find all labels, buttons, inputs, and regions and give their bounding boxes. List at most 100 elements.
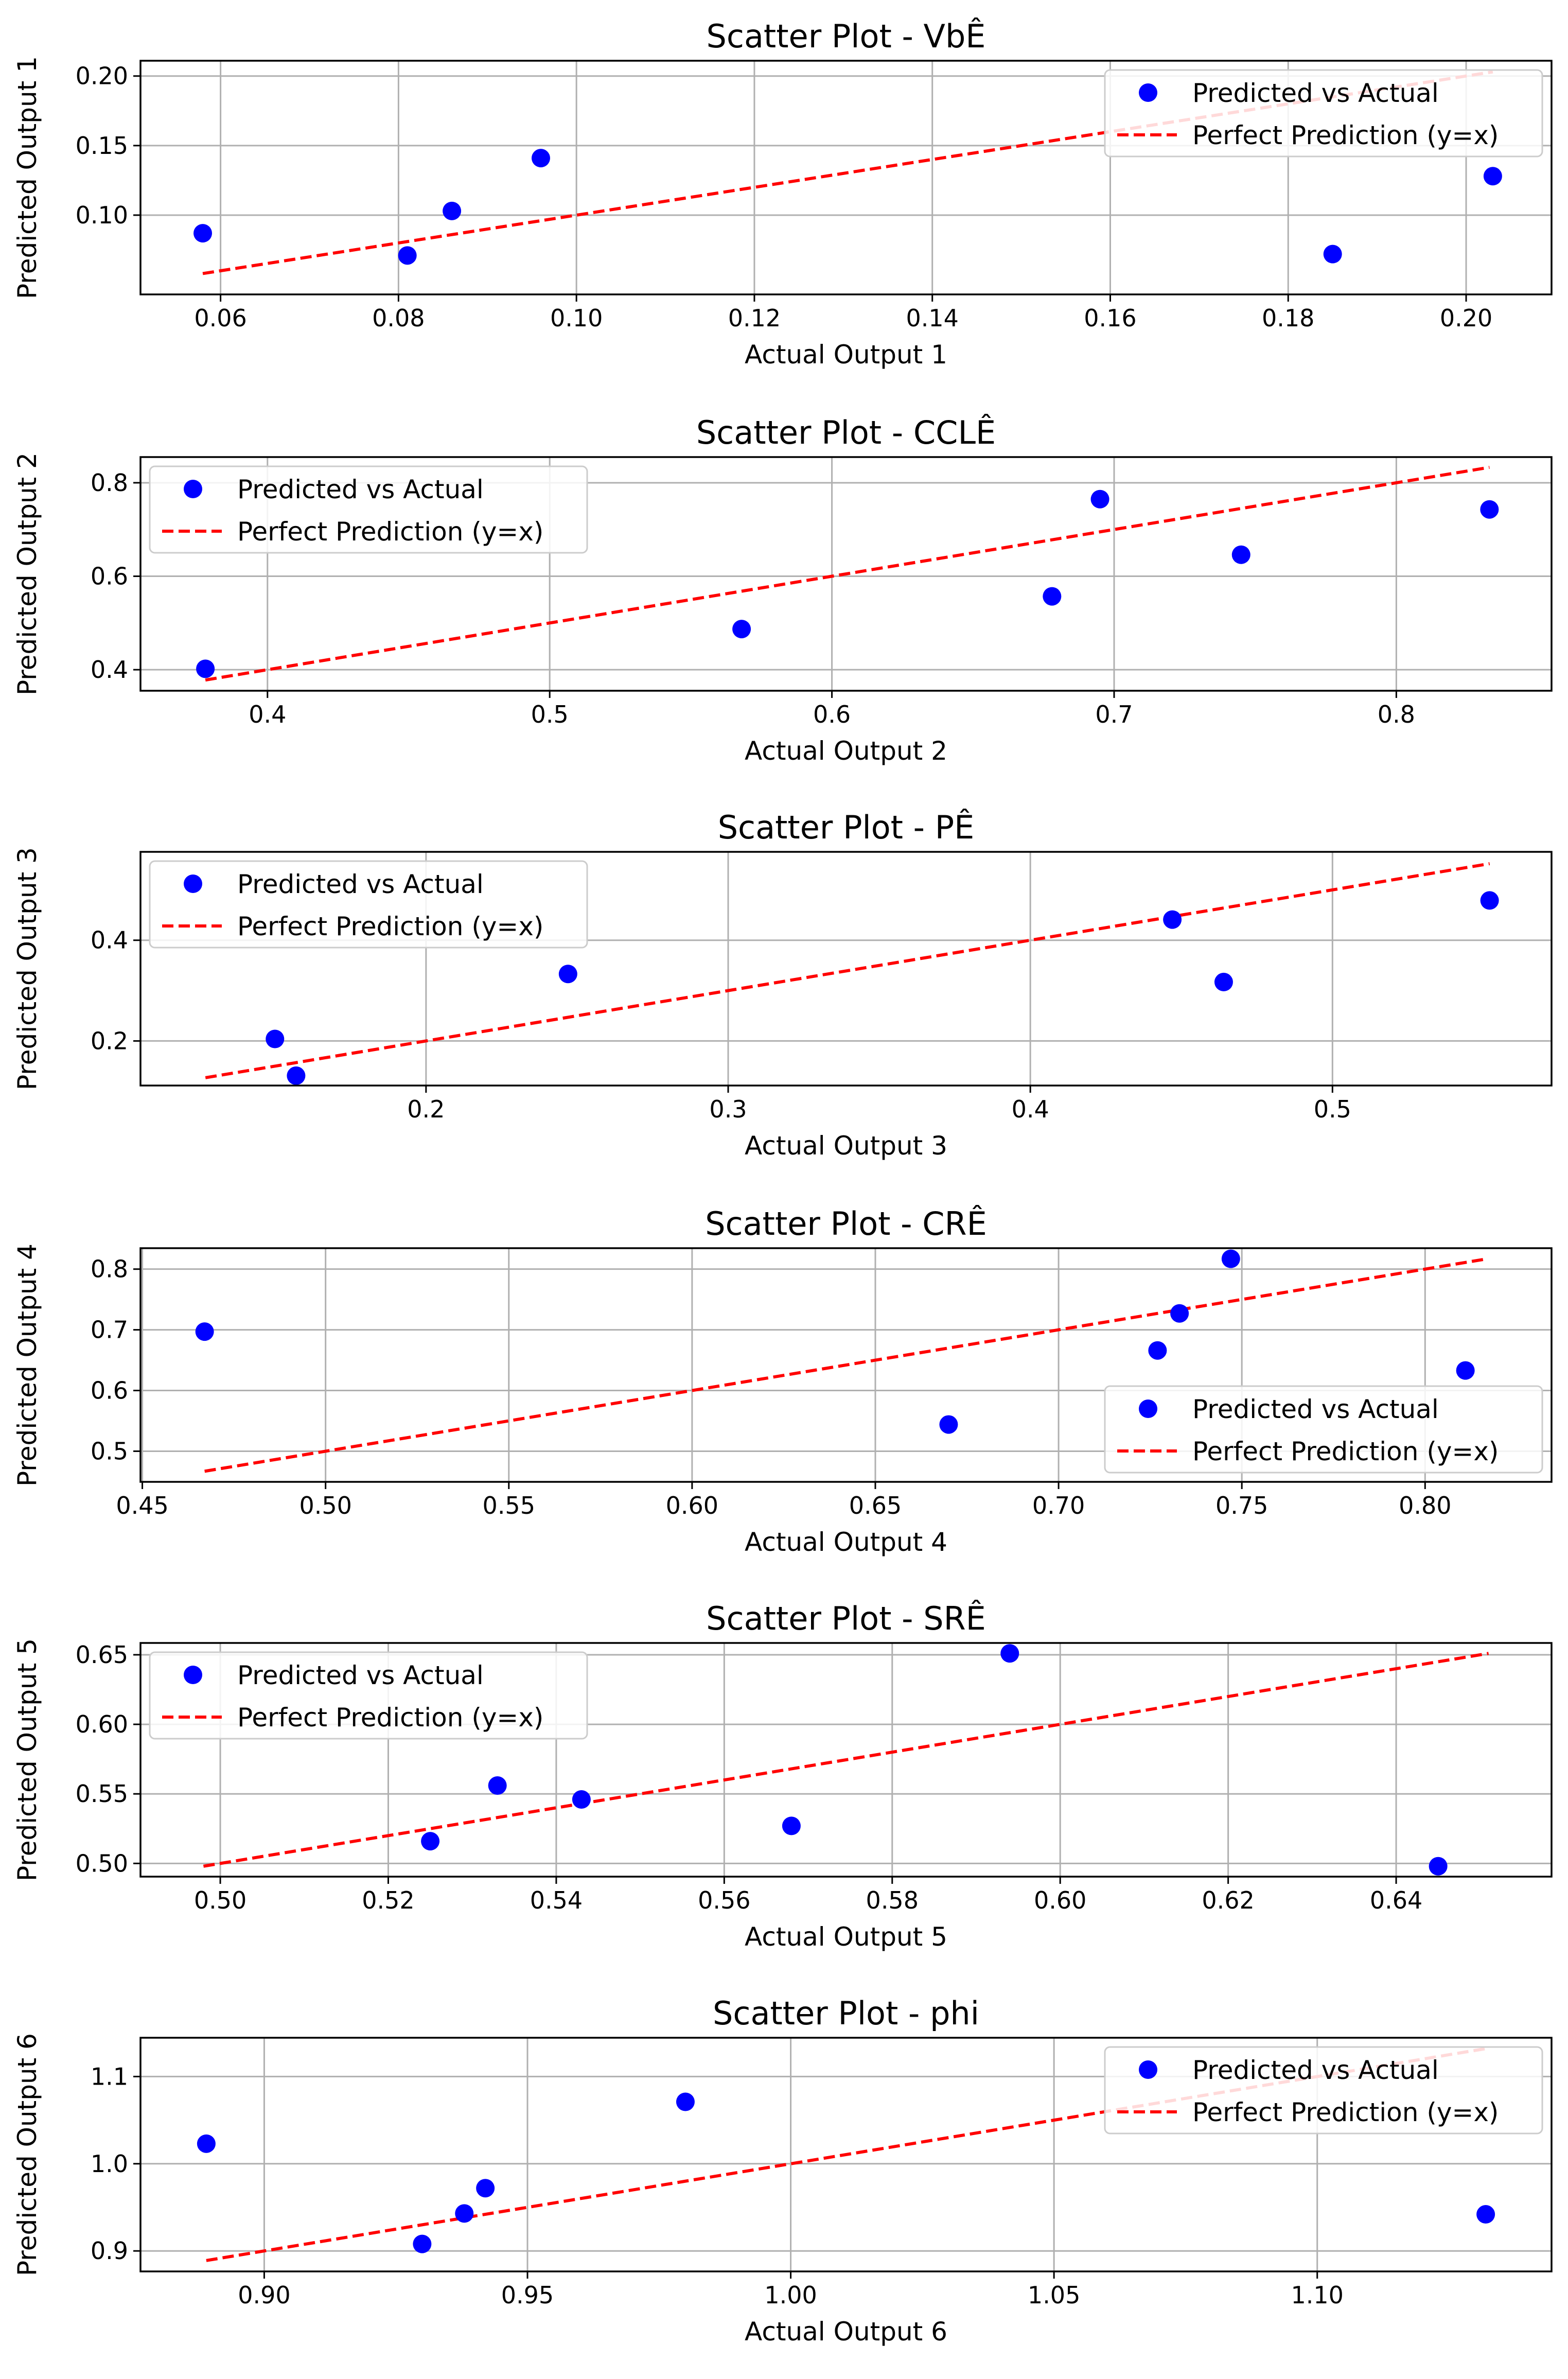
x-tick-label: 1.05 bbox=[1028, 2281, 1080, 2309]
x-tick-label: 0.45 bbox=[116, 1492, 168, 1519]
legend-label: Perfect Prediction (y=x) bbox=[237, 517, 543, 547]
y-tick-label: 0.4 bbox=[91, 656, 128, 684]
data-point bbox=[1214, 972, 1233, 991]
x-tick-label: 0.12 bbox=[728, 304, 781, 332]
legend-label: Perfect Prediction (y=x) bbox=[1192, 2097, 1499, 2127]
x-tick-label: 0.16 bbox=[1084, 304, 1136, 332]
chart-title: Scatter Plot - VbÊ bbox=[707, 18, 986, 55]
x-tick-label: 0.2 bbox=[407, 1095, 445, 1123]
x-tick-label: 0.60 bbox=[666, 1492, 718, 1519]
legend-marker-points bbox=[184, 1666, 202, 1684]
legend-marker-points bbox=[1139, 83, 1157, 102]
x-tick-label: 0.55 bbox=[483, 1492, 535, 1519]
x-tick-label: 0.54 bbox=[530, 1886, 583, 1914]
data-point bbox=[782, 1816, 801, 1835]
data-point bbox=[398, 246, 417, 265]
y-tick-label: 0.6 bbox=[91, 1377, 128, 1405]
y-tick-label: 0.8 bbox=[91, 1255, 128, 1283]
data-point bbox=[732, 620, 751, 639]
x-axis-label: Actual Output 3 bbox=[745, 1131, 947, 1161]
chart-panel-5: 0.50 0.52 0.54 0.56 0.58 0.60 0.62 0.64 0.50 0.55… bbox=[12, 1600, 1553, 1952]
legend-label: Predicted vs Actual bbox=[1192, 1394, 1439, 1424]
legend-label: Predicted vs Actual bbox=[1192, 78, 1439, 108]
data-point bbox=[488, 1776, 507, 1795]
x-tick-label: 0.60 bbox=[1034, 1886, 1086, 1914]
legend: Predicted vs Actual Perfect Prediction (y… bbox=[149, 1651, 588, 1740]
y-axis-label: Predicted Output 3 bbox=[12, 847, 42, 1090]
data-point bbox=[455, 2204, 474, 2223]
x-axis-label: Actual Output 6 bbox=[745, 2317, 947, 2347]
data-point bbox=[1480, 891, 1499, 910]
y-tick-label: 0.9 bbox=[91, 2237, 128, 2265]
legend-marker-points bbox=[184, 874, 202, 893]
x-tick-label: 0.3 bbox=[709, 1095, 747, 1123]
legend-label: Predicted vs Actual bbox=[237, 1660, 484, 1690]
data-point bbox=[287, 1066, 306, 1085]
data-point bbox=[1090, 489, 1109, 509]
x-tick-label: 0.4 bbox=[1012, 1095, 1049, 1123]
x-tick-label: 0.65 bbox=[849, 1492, 902, 1519]
y-tick-label: 0.55 bbox=[76, 1780, 128, 1808]
y-tick-label: 0.4 bbox=[91, 926, 128, 954]
y-tick-label: 1.1 bbox=[91, 2062, 128, 2090]
x-tick-label: 0.64 bbox=[1370, 1886, 1422, 1914]
perfect-prediction-line bbox=[205, 466, 1490, 682]
y-tick-label: 0.2 bbox=[91, 1027, 128, 1055]
x-tick-label: 0.75 bbox=[1215, 1492, 1268, 1519]
y-axis-label: Predicted Output 4 bbox=[12, 1244, 42, 1486]
chart-title: Scatter Plot - phi bbox=[713, 1995, 979, 2032]
data-point bbox=[195, 1322, 214, 1341]
data-point bbox=[531, 149, 550, 168]
y-tick-label: 0.5 bbox=[91, 1437, 128, 1465]
axes-frame bbox=[139, 2037, 1553, 2272]
chart-panel-6: 0.90 0.95 1.00 1.05 1.10 0.9 1.0 1.1 Scatter Plo… bbox=[12, 1995, 1553, 2347]
x-tick-label: 0.95 bbox=[501, 2281, 554, 2309]
x-tick-label: 0.80 bbox=[1399, 1492, 1451, 1519]
data-point bbox=[196, 659, 215, 678]
x-tick-label: 1.10 bbox=[1291, 2281, 1343, 2309]
data-point bbox=[1221, 1249, 1240, 1268]
legend-marker-points bbox=[1139, 1400, 1157, 1418]
legend: Predicted vs Actual Perfect Prediction (y… bbox=[149, 465, 588, 554]
axes-frame bbox=[139, 456, 1553, 692]
x-tick-label: 1.00 bbox=[764, 2281, 817, 2309]
y-tick-label: 0.8 bbox=[91, 469, 128, 497]
chart-panel-1: 0.06 0.08 0.10 0.12 0.14 0.16 0.18 0.20 0.10 0.15… bbox=[12, 18, 1553, 370]
y-axis-label: Predicted Output 6 bbox=[12, 2033, 42, 2276]
data-point bbox=[1231, 545, 1250, 564]
data-point bbox=[939, 1415, 958, 1434]
axes-frame bbox=[139, 1247, 1553, 1483]
y-tick-label: 0.65 bbox=[76, 1641, 128, 1669]
legend-marker-points bbox=[1139, 2060, 1157, 2079]
x-tick-label: 0.20 bbox=[1440, 304, 1492, 332]
y-tick-label: 0.60 bbox=[76, 1710, 128, 1738]
legend-box bbox=[1104, 69, 1543, 158]
x-tick-label: 0.6 bbox=[813, 701, 851, 728]
data-point bbox=[1483, 167, 1502, 186]
data-point bbox=[1000, 1644, 1019, 1663]
data-point bbox=[1480, 500, 1499, 519]
legend-box bbox=[1104, 1385, 1543, 1474]
axes-frame bbox=[139, 60, 1553, 295]
data-point bbox=[1456, 1361, 1475, 1380]
y-tick-label: 1.0 bbox=[91, 2150, 128, 2178]
x-tick-label: 0.5 bbox=[1314, 1095, 1351, 1123]
y-tick-label: 0.7 bbox=[91, 1316, 128, 1344]
x-tick-label: 0.50 bbox=[299, 1492, 351, 1519]
y-tick-label: 0.10 bbox=[76, 201, 128, 229]
legend-label: Predicted vs Actual bbox=[237, 869, 484, 899]
chart-title: Scatter Plot - CRÊ bbox=[705, 1205, 987, 1243]
x-tick-label: 0.90 bbox=[238, 2281, 290, 2309]
data-point bbox=[1476, 2205, 1495, 2224]
data-point bbox=[1043, 587, 1062, 606]
y-axis-label: Predicted Output 1 bbox=[12, 56, 42, 299]
x-tick-label: 0.52 bbox=[362, 1886, 414, 1914]
data-point bbox=[572, 1790, 591, 1809]
perfect-prediction-line bbox=[203, 1652, 1489, 1868]
legend-box bbox=[1104, 2046, 1543, 2135]
data-point bbox=[193, 224, 213, 243]
data-point bbox=[266, 1029, 285, 1048]
x-tick-label: 0.5 bbox=[531, 701, 569, 728]
data-point bbox=[1323, 244, 1342, 264]
y-axis-label: Predicted Output 2 bbox=[12, 452, 42, 695]
